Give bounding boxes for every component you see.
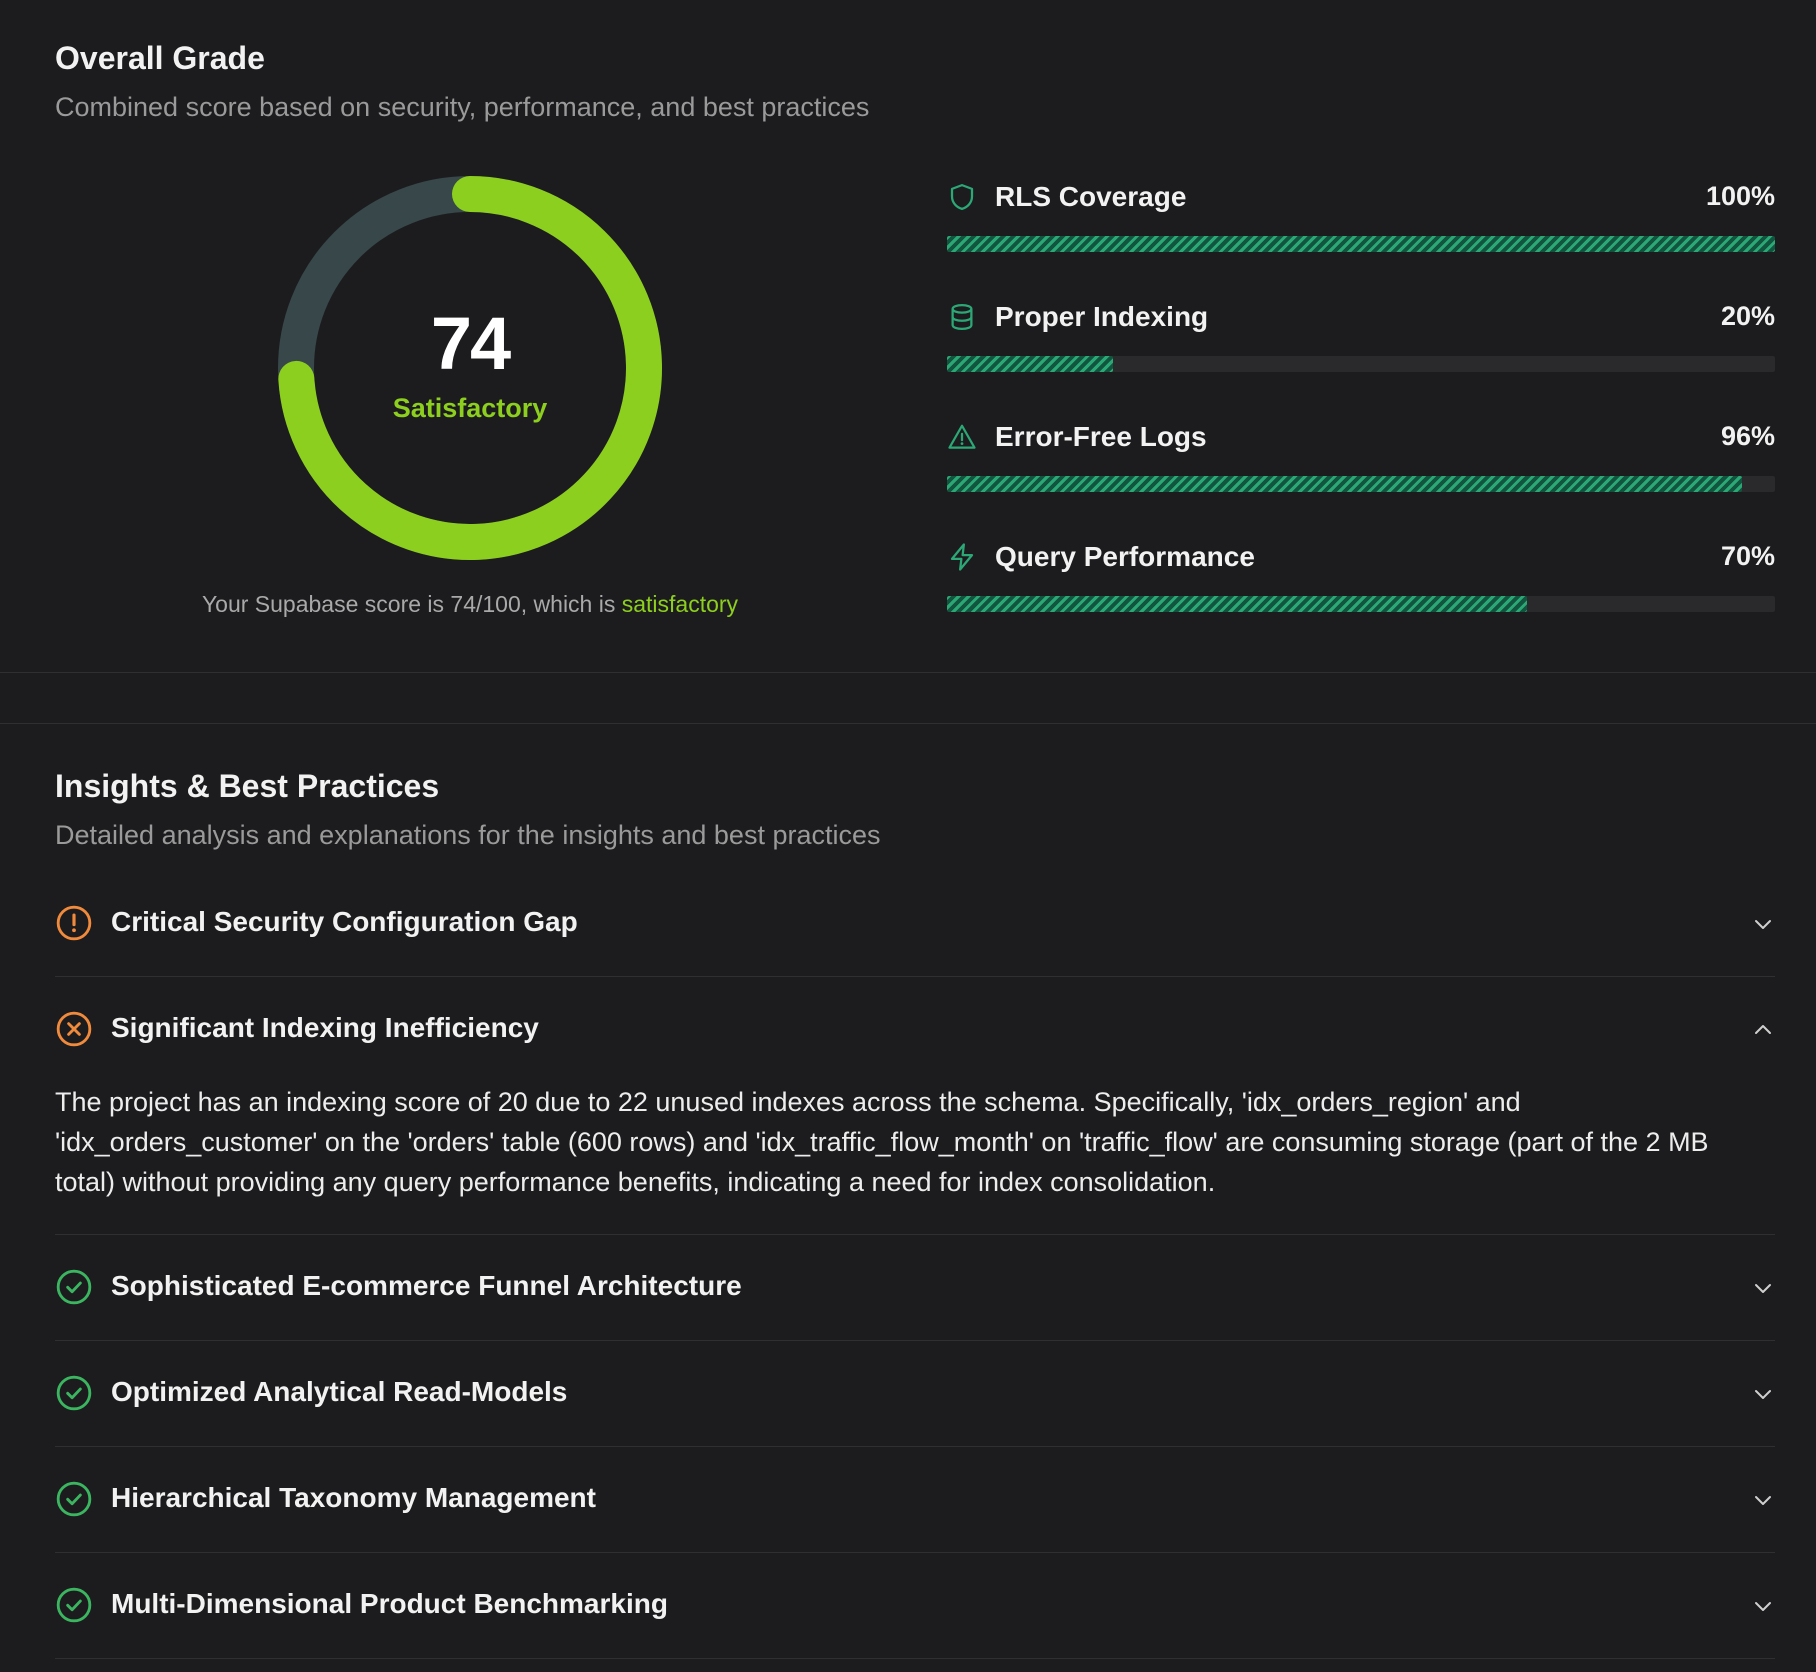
metric-error-free-logs: Error-Free Logs 96% (947, 418, 1775, 498)
insight-item-expanded[interactable]: Significant Indexing Inefficiency (55, 1010, 1775, 1066)
check-circle-icon (56, 1375, 92, 1411)
insights-title: Insights & Best Practices (55, 768, 440, 804)
insight-title: Significant Indexing Inefficiency (111, 1012, 539, 1043)
score-caption: Your Supabase score is 74/100, which is … (120, 591, 820, 618)
insight-item[interactable]: Critical Security Configuration Gap (55, 904, 1775, 960)
chevron-down-icon[interactable] (1751, 912, 1775, 936)
metric-proper-indexing: Proper Indexing 20% (947, 298, 1775, 378)
metric-bar-fill (947, 356, 1113, 372)
metric-label: RLS Coverage (995, 181, 1187, 212)
shield-icon (950, 184, 974, 210)
lightning-icon (950, 543, 974, 571)
score-rating: Satisfactory (392, 393, 548, 423)
row-divider (55, 1234, 1775, 1235)
overall-grade-subtitle: Combined score based on security, perfor… (55, 92, 870, 122)
metric-label: Error-Free Logs (995, 421, 1207, 452)
metric-label: Proper Indexing (995, 301, 1209, 332)
chevron-down-icon[interactable] (1751, 1594, 1775, 1618)
score-gauge: 74 Satisfactory (275, 173, 665, 563)
section-divider (0, 723, 1816, 724)
insight-item[interactable]: Hierarchical Taxonomy Management (55, 1480, 1775, 1536)
insight-title: Hierarchical Taxonomy Management (111, 1482, 596, 1513)
insight-title: Optimized Analytical Read-Models (111, 1376, 568, 1407)
metric-bar-fill (947, 236, 1775, 252)
x-circle-icon (56, 1011, 92, 1047)
insight-title: Multi-Dimensional Product Benchmarking (111, 1588, 668, 1619)
check-circle-icon (56, 1587, 92, 1623)
score-ring-progress (278, 176, 662, 560)
database-icon (951, 304, 973, 331)
overall-grade-title: Overall Grade (55, 40, 265, 76)
metric-rls-coverage: RLS Coverage 100% (947, 178, 1775, 258)
metric-bar-track (947, 236, 1775, 252)
metric-bar-track (947, 476, 1775, 492)
check-circle-icon (56, 1269, 92, 1305)
metric-percent: 100% (1705, 181, 1775, 211)
insight-description: The project has an indexing score of 20 … (55, 1087, 1709, 1197)
insight-title: Critical Security Configuration Gap (111, 906, 578, 937)
metric-query-performance: Query Performance 70% (947, 538, 1775, 618)
chevron-down-icon[interactable] (1751, 1488, 1775, 1512)
insight-item[interactable]: Sophisticated E-commerce Funnel Architec… (55, 1268, 1775, 1324)
score-value: 74 (430, 302, 511, 385)
metric-percent: 70% (1720, 541, 1775, 571)
metric-bar-track (947, 596, 1775, 612)
chevron-down-icon[interactable] (1751, 1382, 1775, 1406)
metric-bar-track (947, 356, 1775, 372)
metric-bar-fill (947, 476, 1742, 492)
row-divider (55, 1552, 1775, 1553)
row-divider (55, 1340, 1775, 1341)
row-divider (55, 1446, 1775, 1447)
chevron-up-icon[interactable] (1751, 1018, 1775, 1042)
warning-triangle-icon (948, 424, 976, 449)
section-divider (0, 672, 1816, 673)
chevron-down-icon[interactable] (1751, 1276, 1775, 1300)
metric-percent: 96% (1720, 421, 1775, 451)
row-divider (55, 1658, 1775, 1659)
metric-bar-fill (947, 596, 1527, 612)
check-circle-icon (56, 1481, 92, 1517)
metric-percent: 20% (1720, 301, 1775, 331)
insights-subtitle: Detailed analysis and explanations for t… (55, 820, 881, 850)
insight-item[interactable]: Optimized Analytical Read-Models (55, 1374, 1775, 1430)
score-caption-rating: satisfactory (621, 591, 739, 617)
insight-title: Sophisticated E-commerce Funnel Architec… (111, 1270, 742, 1301)
insight-item[interactable]: Multi-Dimensional Product Benchmarking (55, 1586, 1775, 1642)
metric-label: Query Performance (995, 541, 1255, 572)
score-ring (278, 176, 662, 560)
score-caption-text: Your Supabase score is 74/100, which is (201, 591, 622, 617)
row-divider (55, 976, 1775, 977)
alert-circle-icon (56, 905, 92, 941)
